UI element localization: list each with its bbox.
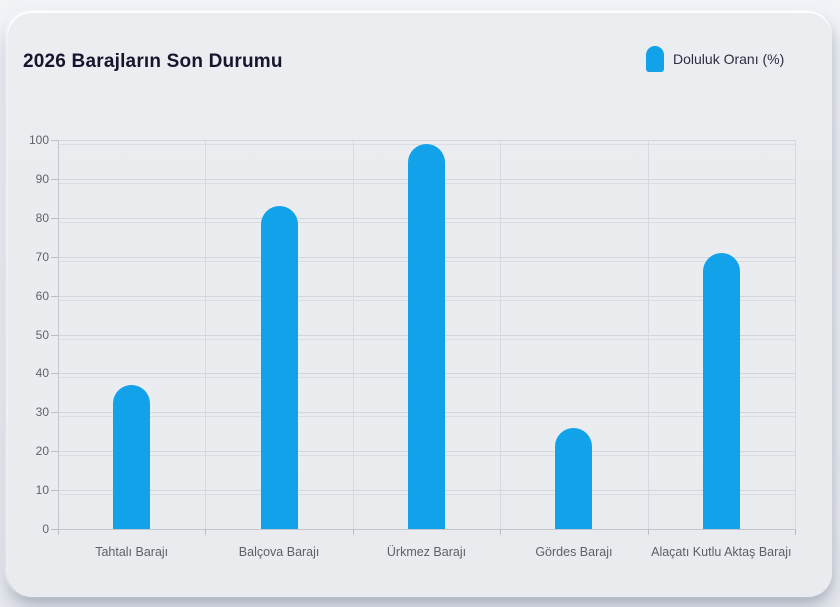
plot-area — [51, 140, 796, 535]
legend-label: Doluluk Oranı (%) — [673, 51, 785, 67]
bar-4[interactable] — [555, 427, 593, 529]
y-axis-tick-70 — [51, 256, 58, 258]
y-axis-tick-90 — [51, 178, 58, 180]
y-tick-label-80: 80 — [35, 210, 49, 225]
y-axis-tick-60 — [51, 295, 58, 297]
v-gridline-3 — [500, 140, 502, 529]
y-tick-label-50: 50 — [35, 327, 49, 342]
chart-card: 2026 Barajların Son Durumu Doluluk Oranı… — [8, 13, 832, 597]
x-axis-tick-5 — [795, 529, 796, 535]
x-axis-tick-3 — [500, 529, 502, 535]
x-tick-label-5: Alaçatı Kutlu Aktaş Barajı — [651, 545, 792, 559]
h-gridline-100 — [58, 140, 795, 141]
bar-5[interactable] — [702, 252, 740, 529]
x-axis-tick-2 — [352, 529, 354, 535]
y-tick-label-10: 10 — [35, 483, 49, 498]
x-tick-label-4: Gördes Barajı — [535, 545, 613, 559]
y-axis-tick-100 — [51, 140, 58, 141]
y-axis-tick-0 — [51, 529, 58, 530]
y-axis-tick-20 — [51, 451, 58, 453]
y-axis-line — [58, 140, 59, 529]
x-tick-label-3: Ürkmez Barajı — [386, 545, 467, 559]
bar-2[interactable] — [260, 206, 298, 529]
y-axis-tick-30 — [51, 412, 58, 414]
chart-title: 2026 Barajların Son Durumu — [23, 51, 283, 72]
y-tick-label-30: 30 — [35, 405, 49, 420]
y-tick-label-70: 70 — [35, 249, 49, 264]
x-axis-tick-4 — [647, 529, 649, 535]
y-tick-label-20: 20 — [35, 444, 49, 459]
x-axis-tick-0 — [58, 529, 59, 535]
x-axis-labels: Tahtalı Barajı Balçova Barajı Ürkmez Baraj… — [58, 537, 795, 559]
bar-1[interactable] — [113, 385, 151, 529]
y-tick-label-40: 40 — [35, 366, 49, 381]
legend-swatch-bar-icon — [646, 46, 664, 72]
y-axis-tick-40 — [51, 373, 58, 375]
bar-3[interactable] — [408, 143, 445, 529]
v-gridline-2 — [352, 140, 354, 529]
y-tick-label-60: 60 — [35, 288, 49, 303]
y-tick-label-0: 0 — [42, 522, 49, 536]
y-tick-label-90: 90 — [35, 171, 49, 186]
v-gridline-5 — [795, 140, 796, 529]
x-axis-tick-1 — [205, 529, 207, 535]
v-gridline-1 — [205, 140, 207, 529]
h-gridline-0 — [58, 529, 795, 530]
y-axis-tick-50 — [51, 334, 58, 336]
y-axis-tick-80 — [51, 217, 58, 219]
y-axis-labels: 0 10 20 30 40 50 60 70 80 90 100 — [18, 133, 49, 536]
v-gridline-4 — [647, 140, 649, 529]
x-tick-label-2: Balçova Barajı — [238, 545, 320, 559]
y-tick-label-100: 100 — [28, 133, 49, 147]
legend-item[interactable]: Doluluk Oranı (%) — [646, 46, 784, 72]
y-axis-tick-10 — [51, 490, 58, 492]
x-tick-label-1: Tahtalı Barajı — [95, 545, 169, 559]
